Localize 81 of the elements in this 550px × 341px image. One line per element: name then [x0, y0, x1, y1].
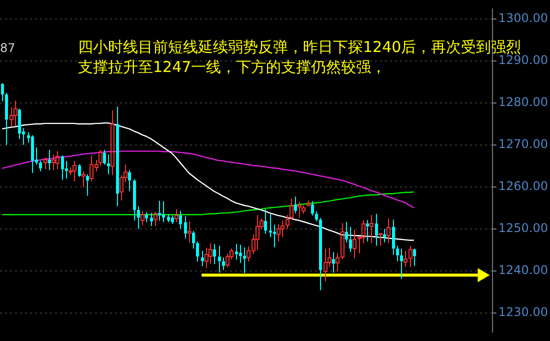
candlestick — [56, 150, 60, 170]
candlestick — [413, 248, 416, 266]
candlestick — [14, 100, 18, 126]
y-tick-label: 1240.00 — [498, 263, 548, 278]
candlestick — [133, 178, 136, 221]
candlestick — [107, 154, 110, 175]
candlestick — [110, 110, 114, 176]
candlestick — [72, 160, 76, 182]
candlestick — [86, 174, 89, 196]
candlestick — [276, 224, 280, 242]
candlestick — [400, 248, 403, 280]
candlestick — [18, 108, 21, 140]
annotation: 四小时线目前短线延续弱势反弹，昨日下探1240后，再次受到强烈 — [78, 38, 522, 56]
candlestick — [256, 214, 260, 250]
candlestick — [31, 134, 34, 174]
candlestick — [201, 250, 204, 267]
candlestick — [204, 247, 208, 268]
candlestick — [324, 248, 328, 282]
candlestick — [269, 214, 272, 238]
candlestick — [5, 92, 8, 146]
candlestick — [218, 245, 221, 274]
candlestick — [39, 160, 42, 172]
candlestick — [179, 210, 182, 229]
y-tick-label: 1270.00 — [498, 137, 548, 151]
candlestick — [311, 200, 314, 216]
candlestick — [370, 214, 374, 244]
candlestick — [383, 228, 386, 243]
candlestick — [345, 221, 348, 243]
candlestick — [315, 210, 318, 222]
candlestick — [78, 164, 81, 178]
candlestick — [48, 149, 51, 171]
candlestick — [82, 170, 86, 188]
candlestick — [171, 214, 174, 224]
candlestick — [332, 251, 335, 274]
candlestick — [145, 212, 148, 223]
candlestick — [184, 216, 187, 240]
y-tick-label: 1230.00 — [498, 305, 548, 320]
candlestick — [1, 82, 4, 102]
candlestick — [392, 219, 395, 256]
candlestick — [116, 106, 119, 207]
y-tick-label: 1280.00 — [498, 94, 548, 109]
candlestick — [336, 252, 340, 272]
candlestick — [340, 222, 344, 260]
candlestick — [280, 220, 284, 238]
candlestick — [273, 224, 276, 248]
candlestick — [128, 170, 131, 192]
y-tick-label: 1300.00 — [498, 10, 548, 25]
candlestick — [222, 256, 225, 271]
candlestick — [294, 196, 297, 214]
y-tick-label: 1260.00 — [498, 179, 548, 194]
candlestick — [188, 220, 192, 244]
candlestick — [213, 244, 216, 265]
y-tick-label: 1250.00 — [498, 221, 548, 236]
candlestick — [167, 214, 170, 223]
candlestick — [375, 213, 378, 246]
annotation: 87 — [0, 41, 16, 55]
candlestick — [137, 206, 140, 230]
candlestick — [192, 230, 195, 250]
candlestick — [352, 229, 356, 259]
candlestick — [196, 240, 199, 262]
candlestick — [396, 245, 399, 262]
candlestick — [162, 200, 165, 223]
candlestick — [158, 200, 161, 221]
candlestick — [154, 212, 158, 226]
candlestick — [386, 218, 390, 244]
candlestick — [378, 233, 382, 246]
candlestick — [319, 217, 322, 291]
candlestick — [298, 201, 302, 218]
candlestick — [150, 212, 153, 226]
annotation: 支撑拉升至1247一线，下方的支撑仍然较强， — [78, 58, 386, 76]
candlestick — [208, 242, 212, 264]
candlestick — [103, 149, 106, 166]
candlestick — [239, 244, 242, 264]
candlestick — [65, 160, 68, 179]
candlestick — [235, 244, 238, 260]
candlestick — [174, 208, 178, 223]
candlestick — [52, 154, 56, 171]
candlestick — [61, 154, 64, 180]
candlestick — [349, 226, 352, 252]
candlestick — [264, 208, 267, 234]
candlestick — [366, 220, 369, 242]
